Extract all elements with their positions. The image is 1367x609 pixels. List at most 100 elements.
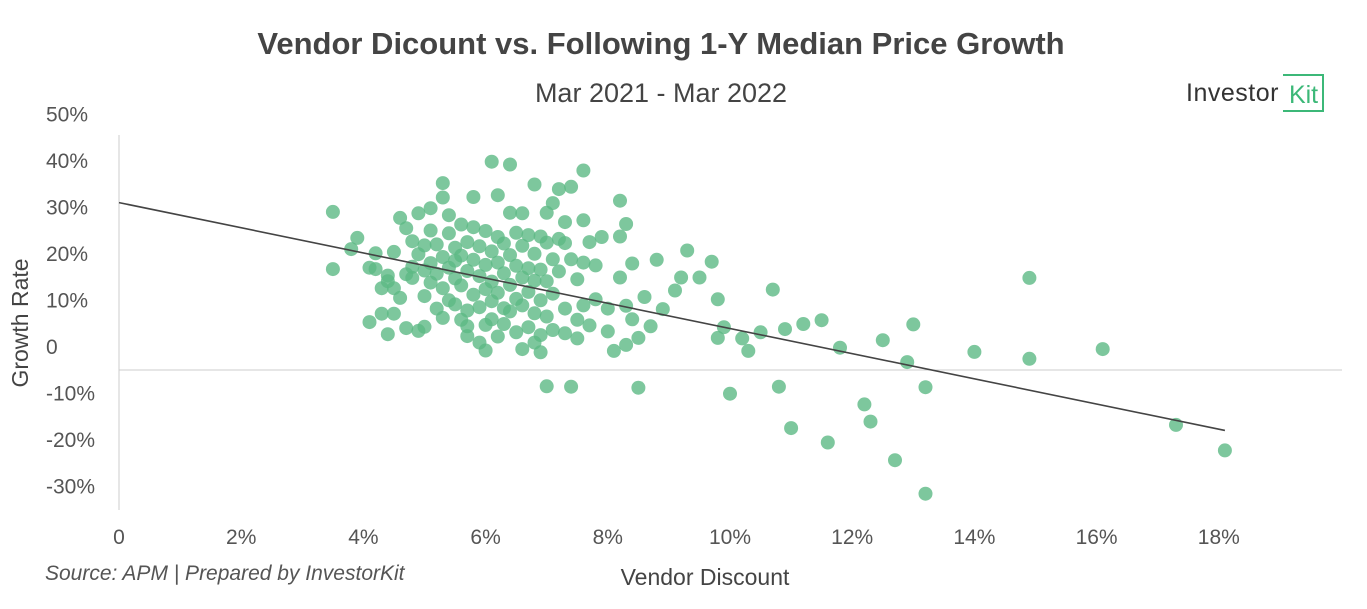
scatter-point [551, 182, 566, 197]
scatter-point [619, 337, 634, 352]
scatter-point [545, 323, 560, 337]
scatter-point [570, 272, 585, 287]
y-tick-label: 50% [46, 104, 88, 127]
scatter-point [533, 262, 548, 277]
x-tick-label: 12% [831, 526, 873, 549]
scatter-point [527, 273, 542, 288]
y-tick-label: 40% [46, 150, 88, 173]
scatter-point [362, 315, 377, 330]
scatter-point [600, 324, 615, 339]
scatter-point [368, 262, 383, 277]
scatter-point [918, 380, 933, 395]
scatter-point [967, 344, 982, 359]
logo-text: Investor [1186, 78, 1279, 107]
scatter-point [649, 252, 664, 267]
scatter-point [814, 313, 829, 328]
scatter-point [417, 289, 432, 304]
scatter-point [460, 303, 475, 318]
logo-box: Kit [1282, 74, 1325, 112]
scatter-point [900, 355, 915, 370]
scatter-point [435, 250, 450, 264]
chart-title: Vendor Dicount vs. Following 1-Y Median … [257, 26, 1065, 61]
scatter-point [374, 306, 389, 321]
scatter-point [710, 330, 725, 345]
scatter-point [619, 298, 634, 313]
scatter-point [918, 486, 933, 501]
scatter-point [723, 386, 737, 401]
y-tick-label: 30% [46, 197, 88, 220]
tick-labels: 0 2% 4% 6% 8% 10% 12% 14% 16% 18% 50% 40% 30% 20% 10% 0… [46, 104, 1240, 550]
scatter-point [350, 230, 365, 245]
scatter-point [765, 282, 780, 297]
scatter-point [582, 235, 597, 250]
scatter-point [533, 345, 548, 360]
scatter-point [576, 255, 591, 270]
scatter-point [478, 257, 493, 272]
scatter-point [613, 193, 627, 208]
x-tick-label: 4% [348, 526, 378, 549]
scatter-point [472, 300, 487, 315]
scatter-point [460, 329, 475, 344]
y-tick-label: -30% [46, 476, 95, 499]
y-tick-label: -10% [46, 383, 95, 406]
scatter-point [429, 237, 444, 252]
scatter-point [558, 326, 572, 341]
scatter-point [778, 322, 792, 337]
scatter-point [564, 252, 579, 267]
scatter-point [478, 224, 493, 238]
scatter-point [704, 254, 719, 269]
scatter-point [503, 205, 517, 220]
scatter-point [521, 228, 536, 243]
x-tick-label: 14% [953, 526, 995, 549]
scatter-point [619, 217, 634, 231]
scatter-point [539, 309, 554, 324]
scatter-point [637, 290, 652, 304]
scatter-point [435, 190, 450, 205]
x-tick-label: 18% [1198, 526, 1240, 549]
data-points [325, 154, 1232, 501]
scatter-point [655, 302, 670, 317]
scatter-point [325, 262, 340, 277]
scatter-point [496, 236, 511, 251]
scatter-point [405, 234, 420, 249]
x-tick-label: 16% [1076, 526, 1118, 549]
scatter-point [741, 343, 756, 358]
scatter-point [509, 225, 524, 240]
scatter-point [558, 236, 572, 251]
scatter-point [545, 196, 560, 211]
scatter-point [515, 298, 530, 313]
scatter-point [466, 252, 481, 267]
scatter-point [613, 229, 627, 244]
scatter-point [509, 258, 524, 273]
scatter-point [796, 317, 811, 331]
scatter-point [466, 190, 481, 204]
scatter-point [484, 244, 499, 259]
y-axis-title: Growth Rate [7, 258, 33, 387]
y-tick-label: 0 [46, 336, 58, 359]
scatter-point [515, 206, 530, 221]
scatter-point [484, 312, 499, 327]
scatter-point [490, 255, 505, 270]
scatter-point [564, 379, 579, 394]
scatter-point [625, 312, 640, 327]
scatter-point [527, 177, 542, 192]
scatter-point [1022, 351, 1037, 366]
scatter-point [668, 283, 682, 298]
scatter-point [564, 179, 579, 194]
scatter-point [435, 310, 450, 325]
x-tick-label: 8% [593, 526, 623, 549]
scatter-point [380, 327, 395, 342]
scatter-point [405, 270, 420, 285]
scatter-point [509, 325, 524, 340]
scatter-point [539, 274, 554, 289]
x-tick-label: 2% [226, 526, 256, 549]
scatter-point [448, 297, 463, 312]
scatter-point [325, 204, 340, 219]
scatter-point [594, 230, 609, 244]
scatter-point [478, 343, 493, 358]
scatter-point [692, 270, 707, 285]
chart-subtitle: Mar 2021 - Mar 2022 [534, 78, 788, 108]
scatter-point [441, 208, 456, 223]
scatter-point [674, 270, 689, 285]
